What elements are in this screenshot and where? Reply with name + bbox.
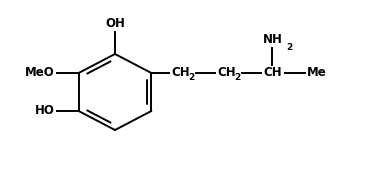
Text: Me: Me <box>307 66 327 79</box>
Text: HO: HO <box>35 104 55 117</box>
Text: MeO: MeO <box>25 66 55 79</box>
Text: NH: NH <box>262 33 282 46</box>
Text: OH: OH <box>105 17 125 30</box>
Text: 2: 2 <box>234 74 241 82</box>
Text: CH: CH <box>263 66 282 79</box>
Text: CH: CH <box>171 66 190 79</box>
Text: 2: 2 <box>188 74 195 82</box>
Text: 2: 2 <box>287 43 293 52</box>
Text: CH: CH <box>218 66 236 79</box>
